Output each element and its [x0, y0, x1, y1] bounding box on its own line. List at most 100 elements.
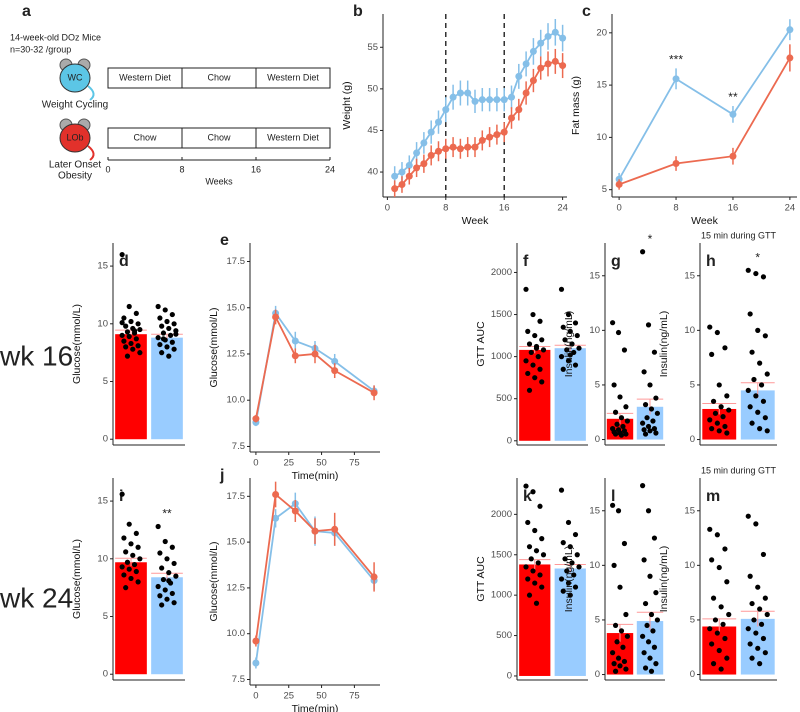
- point: [515, 72, 523, 80]
- data-point: [157, 593, 163, 599]
- x-tick-label: 25: [283, 458, 294, 469]
- data-point: [124, 559, 131, 565]
- x-axis-title: Time(min): [292, 703, 339, 712]
- data-point: [131, 328, 138, 334]
- x-tick-label: 8: [673, 203, 678, 214]
- x-tick-label: 50: [316, 458, 327, 469]
- data-point: [572, 584, 579, 590]
- data-point: [155, 583, 161, 590]
- data-point: [569, 560, 575, 566]
- timeline-tick-label: 16: [251, 164, 261, 174]
- data-point: [640, 420, 646, 426]
- data-point: [569, 341, 575, 347]
- point: [522, 60, 530, 68]
- point: [331, 357, 339, 365]
- data-point: [757, 661, 763, 667]
- point: [449, 143, 457, 151]
- data-point: [533, 600, 540, 606]
- data-point: [562, 337, 568, 343]
- data-point: [722, 345, 728, 351]
- bar: [151, 577, 183, 675]
- data-point: [169, 590, 175, 597]
- y-tick-label: 45: [367, 125, 378, 136]
- x-axis-title: Week: [691, 215, 718, 227]
- data-point: [567, 592, 573, 598]
- data-point: [560, 366, 566, 372]
- data-point: [611, 562, 617, 568]
- significance: *: [755, 250, 760, 264]
- data-point: [618, 432, 625, 438]
- point: [252, 637, 260, 645]
- data-point: [160, 576, 167, 583]
- diet-box: [255, 127, 331, 149]
- y-axis-title: Insulin(ng/mL): [658, 546, 670, 613]
- data-point: [621, 540, 628, 547]
- data-point: [641, 427, 647, 433]
- point: [272, 313, 280, 321]
- data-point: [645, 508, 652, 514]
- point: [729, 152, 737, 160]
- data-point: [712, 617, 719, 623]
- series-line: [255, 314, 375, 419]
- panel-label: h: [706, 253, 716, 270]
- data-point: [726, 407, 732, 413]
- data-point: [133, 336, 139, 342]
- data-point: [160, 336, 167, 342]
- panel-label: i: [119, 488, 123, 505]
- y-axis-title: Insulin(ng/mL): [563, 546, 575, 613]
- diet-label: Chow: [133, 132, 157, 142]
- y-axis-title: Insulin(ng/mL): [563, 311, 575, 378]
- point: [486, 133, 494, 141]
- point: [522, 89, 530, 97]
- data-point: [560, 588, 566, 594]
- data-point: [164, 556, 170, 562]
- data-point: [123, 344, 129, 350]
- data-point: [562, 556, 568, 562]
- panel-label: d: [119, 253, 129, 270]
- y-tick-label: 50: [367, 83, 378, 94]
- data-point: [123, 549, 129, 555]
- significance: **: [162, 507, 172, 521]
- y-tick-label: 5: [690, 614, 695, 625]
- point: [544, 60, 552, 68]
- data-point: [128, 340, 134, 347]
- data-point: [539, 536, 545, 542]
- data-point: [642, 600, 649, 607]
- y-tick-label: 10: [589, 325, 600, 336]
- data-point: [714, 532, 720, 538]
- series-line: [255, 492, 375, 642]
- data-point: [762, 415, 768, 421]
- data-point: [653, 661, 659, 667]
- timeline-tick-label: 24: [325, 164, 335, 174]
- data-point: [707, 417, 713, 423]
- data-point: [718, 404, 724, 410]
- x-tick-label: 0: [253, 458, 258, 469]
- data-point: [526, 387, 533, 393]
- data-point: [535, 560, 541, 566]
- data-point: [718, 666, 724, 672]
- x-tick-label: 16: [499, 203, 510, 214]
- data-point: [135, 544, 141, 550]
- data-point: [126, 333, 132, 340]
- point: [500, 128, 508, 136]
- data-point: [155, 523, 161, 530]
- data-point: [537, 503, 543, 509]
- data-point: [716, 428, 722, 434]
- data-point: [162, 587, 168, 593]
- data-point: [535, 354, 541, 360]
- data-point: [137, 556, 143, 562]
- data-point: [623, 404, 629, 410]
- y-tick-label: 500: [496, 630, 512, 641]
- data-point: [532, 527, 538, 534]
- data-point: [525, 576, 531, 582]
- point: [471, 97, 479, 105]
- data-point: [716, 564, 722, 571]
- y-tick-label: 5: [595, 379, 600, 390]
- point: [500, 96, 508, 104]
- data-point: [757, 360, 763, 366]
- data-point: [718, 604, 724, 610]
- header-line: n=30-32 /group: [10, 44, 71, 54]
- row-label: wk 24: [0, 582, 73, 613]
- point: [493, 96, 501, 104]
- data-point: [650, 628, 656, 634]
